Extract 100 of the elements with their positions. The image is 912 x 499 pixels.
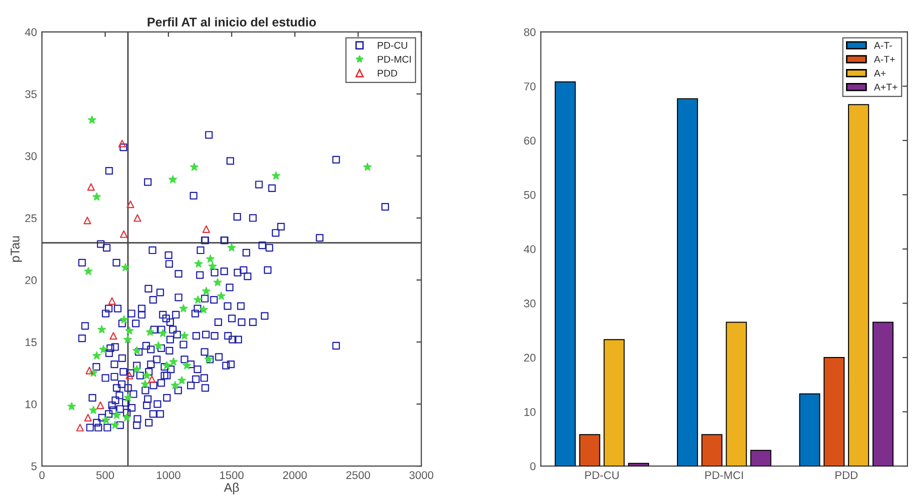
legend-label: A+T+ (874, 84, 898, 90)
point (118, 140, 126, 148)
bar (848, 104, 870, 466)
point (142, 371, 151, 380)
point (102, 416, 110, 424)
point (98, 325, 106, 334)
y-tick-label: 20 (524, 354, 536, 362)
point (126, 200, 134, 208)
point (99, 345, 108, 354)
point (208, 262, 217, 270)
y-tick-label: 25 (25, 214, 37, 222)
point (206, 254, 214, 263)
y-tick-label: 30 (524, 300, 536, 308)
y-tick-label: 60 (524, 136, 536, 145)
point (84, 216, 92, 224)
point (126, 372, 134, 380)
bar (726, 322, 747, 466)
point (202, 286, 210, 295)
x-tick-label: 2000 (283, 471, 307, 480)
point (194, 260, 203, 268)
point (76, 424, 84, 432)
chart-title: Perfil AT al inicio del estudio (148, 17, 316, 27)
point (112, 410, 121, 419)
point (110, 332, 118, 340)
point (134, 214, 142, 222)
bar (799, 393, 820, 466)
point (124, 393, 132, 402)
x-tick-label: 500 (96, 471, 114, 480)
y-tick-label: 10 (524, 408, 536, 416)
point (96, 401, 104, 410)
y-tick-label: 30 (25, 152, 37, 160)
bar (676, 98, 698, 466)
point (132, 346, 141, 354)
y-tick-label: 15 (26, 338, 37, 346)
point (146, 328, 154, 336)
legend-label: PDD (378, 70, 398, 77)
point (170, 381, 180, 390)
point (154, 341, 163, 350)
bar (554, 81, 576, 466)
point (120, 315, 128, 324)
point (363, 162, 372, 171)
x-tick-label: PD-MCI (705, 471, 743, 480)
x-tick-label: 2500 (346, 471, 370, 480)
legend-label: A-T- (874, 42, 892, 49)
point (84, 414, 92, 422)
point (120, 230, 128, 238)
point (124, 335, 132, 344)
x-tick-label: PDD (836, 471, 858, 479)
bar (628, 462, 650, 466)
y-tick-label: 70 (524, 82, 536, 90)
x-axis-title: Aβ (224, 482, 239, 494)
point (108, 297, 116, 305)
point (178, 376, 186, 384)
point (227, 243, 236, 252)
y-tick-label: 40 (24, 28, 37, 36)
bar (824, 357, 845, 466)
bar (604, 339, 625, 466)
point (158, 328, 168, 337)
point (122, 413, 131, 422)
legend-label: A-T+ (874, 56, 895, 63)
y-tick-label: 40 (524, 245, 536, 254)
y-tick-label: 0 (530, 462, 536, 470)
y-axis-title: pTau (10, 236, 22, 262)
bar (750, 450, 772, 466)
point (86, 366, 94, 374)
point (179, 304, 188, 312)
point (89, 406, 98, 414)
bar (872, 322, 894, 466)
point (272, 171, 280, 180)
point (194, 295, 202, 304)
y-tick-label: 20 (25, 276, 37, 284)
point (199, 305, 208, 314)
point (180, 331, 189, 340)
point (162, 361, 171, 370)
point (132, 364, 141, 373)
x-tick-label: 0 (39, 471, 45, 480)
point (121, 263, 130, 272)
y-tick-label: 35 (25, 90, 37, 98)
point (202, 225, 210, 233)
point (140, 380, 150, 388)
point (87, 183, 95, 191)
point (92, 351, 101, 360)
legend-label: PD-MCI (378, 56, 411, 63)
point (182, 361, 192, 370)
point (88, 116, 96, 124)
point (169, 358, 178, 366)
point (168, 175, 178, 184)
point (217, 292, 226, 300)
legend-label: A+ (874, 70, 886, 77)
legend-label: PD-CU (378, 42, 408, 49)
point (84, 266, 93, 275)
y-tick-label: 50 (524, 191, 536, 199)
point (92, 192, 101, 201)
x-tick-label: PD-CU (585, 471, 619, 480)
x-tick-label: 3000 (409, 471, 434, 480)
point (148, 375, 156, 384)
point (213, 278, 222, 286)
point (125, 326, 134, 334)
point (190, 162, 198, 171)
bar (579, 434, 600, 466)
